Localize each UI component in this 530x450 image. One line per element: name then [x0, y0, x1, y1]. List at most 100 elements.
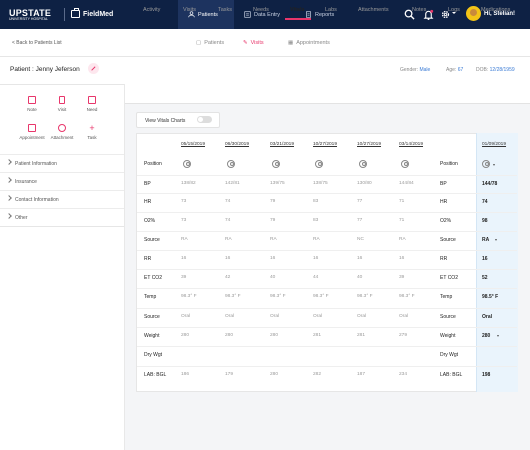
column-date[interactable]: 06/30/2019	[225, 142, 250, 147]
column-date[interactable]: 10/27/2019	[357, 142, 382, 147]
current-value-input[interactable]: Oral	[482, 314, 493, 320]
row-divider	[137, 288, 517, 289]
nav-label: Reports	[315, 11, 335, 18]
action-label: Task	[87, 135, 97, 140]
subtab-patients[interactable]: ▢ Patients	[196, 40, 224, 46]
column-date[interactable]: 03/21/2019	[270, 142, 295, 147]
record-tabs	[125, 84, 530, 104]
column-date[interactable]: 03/14/2019	[399, 142, 424, 147]
add-task-button[interactable]: + Task	[80, 124, 104, 141]
tab-logs[interactable]: Logs	[448, 7, 460, 13]
add-appointment-button[interactable]: Appointment	[17, 124, 47, 140]
upstate-logo[interactable]: UPSTATE UNIVERSITY HOSPITAL	[9, 8, 51, 21]
tab-tasks[interactable]: Tasks	[218, 7, 233, 13]
vital-value: 73	[181, 218, 187, 223]
tab-attachments[interactable]: Attachments	[358, 7, 389, 13]
position-dropdown-icon[interactable]	[493, 164, 495, 166]
row-label: Dry Wgt	[440, 352, 459, 358]
subtab-label: Visits	[250, 40, 264, 46]
add-note-button[interactable]: Note	[20, 96, 44, 112]
fieldmed-brand[interactable]: FieldMed	[71, 8, 114, 18]
subtab-label: Patients	[204, 40, 225, 46]
brand-name: FieldMed	[83, 10, 114, 18]
vital-value: 83	[313, 218, 319, 223]
current-value-input[interactable]: 16	[482, 256, 488, 262]
vital-value: RA	[225, 237, 232, 242]
panel-divider	[124, 84, 125, 450]
gender-value: Male	[419, 67, 431, 73]
section-patient-information[interactable]: Patient Information	[0, 154, 124, 172]
avatar[interactable]	[466, 6, 481, 21]
row-label: HR	[440, 199, 448, 205]
bell-icon[interactable]	[423, 9, 434, 20]
section-insurance[interactable]: Insurance	[0, 172, 124, 190]
vital-value: 71	[399, 199, 405, 204]
subtab-visits[interactable]: ✎ Visits	[243, 40, 264, 46]
add-attachment-button[interactable]: Attachment	[47, 124, 77, 140]
section-label: Contact Information	[15, 197, 59, 203]
gear-icon[interactable]	[440, 9, 451, 20]
tab-medications[interactable]: Medications	[481, 7, 511, 13]
dropdown-chevron-icon[interactable]	[497, 335, 499, 337]
row-label: Position	[440, 161, 458, 167]
nav-patients[interactable]: Patients	[178, 0, 234, 29]
current-value-input[interactable]: 98	[482, 218, 488, 224]
current-value-select[interactable]: RA	[482, 237, 490, 243]
current-visit-column	[476, 133, 518, 392]
back-to-patients-link[interactable]: < Back to Patients List	[12, 40, 62, 46]
patient-dob: DOB: 12/28/1959	[476, 67, 515, 73]
action-label: Note	[27, 107, 37, 112]
nav-reports[interactable]: Reports	[305, 0, 334, 29]
subtab-appointments[interactable]: ▦ Appointments	[288, 40, 330, 46]
tab-activity[interactable]: Activity	[143, 7, 161, 13]
column-date[interactable]: 05/15/2019	[181, 142, 206, 147]
current-value-input[interactable]: 98.5° F	[482, 294, 499, 300]
tab-labs[interactable]: Labs	[325, 7, 337, 13]
appointment-icon	[28, 124, 36, 132]
column-date[interactable]: 10/27/2019	[313, 142, 338, 147]
tab-needs[interactable]: Needs	[253, 7, 269, 13]
position-icon	[272, 160, 280, 168]
vital-value: 282	[313, 372, 322, 377]
vital-value: 42	[225, 275, 231, 280]
row-label: O2%	[144, 218, 156, 224]
vital-value: 130/80	[357, 181, 372, 186]
row-label: LAB: BGL	[440, 372, 463, 378]
dropdown-chevron-icon[interactable]	[495, 239, 497, 241]
vital-value: 40	[270, 275, 276, 280]
position-icon[interactable]	[482, 160, 490, 168]
settings-chevron-icon[interactable]	[452, 12, 456, 14]
vital-value: 279	[399, 333, 408, 338]
divider	[0, 226, 124, 227]
vital-value: 139/75	[270, 181, 285, 186]
current-value-input[interactable]: 144/78	[482, 181, 498, 187]
vital-value: Oral	[357, 314, 367, 319]
tab-visits[interactable]: Visits	[183, 7, 197, 13]
current-value-input[interactable]: 74	[482, 199, 488, 205]
tab-vitals[interactable]: Vitals	[290, 7, 305, 13]
vital-value: 77	[357, 218, 363, 223]
search-icon[interactable]	[404, 9, 415, 20]
vital-value: RA	[399, 237, 406, 242]
vital-value: 98.3° F	[225, 294, 241, 299]
add-need-button[interactable]: Need	[80, 96, 104, 112]
nav-data-entry[interactable]: Data Entry	[244, 0, 280, 29]
reports-icon	[306, 11, 311, 18]
current-value-input[interactable]: 198	[482, 372, 491, 378]
section-contact-information[interactable]: Contact Information	[0, 190, 124, 208]
vital-value: RA	[270, 237, 277, 242]
user-greeting[interactable]: Hi, Stelian!	[484, 11, 516, 17]
edit-patient-button[interactable]	[88, 63, 99, 74]
current-value-input[interactable]: 52	[482, 275, 488, 281]
vital-value: 16	[270, 256, 276, 261]
vital-value: Oral	[270, 314, 280, 319]
vitals-charts-toggle[interactable]	[197, 116, 212, 123]
logo-text: UPSTATE	[9, 8, 52, 18]
section-other[interactable]: Other	[0, 208, 124, 226]
add-visit-button[interactable]: Visit	[50, 96, 74, 112]
row-label: Source	[144, 237, 160, 243]
tab-notes[interactable]: Notes	[412, 7, 427, 13]
current-value-select[interactable]: 280	[482, 333, 491, 339]
nav-label: Patients	[198, 11, 218, 18]
